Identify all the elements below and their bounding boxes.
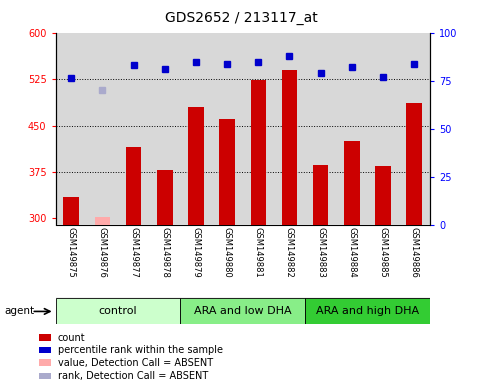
Text: GSM149885: GSM149885 xyxy=(379,227,387,278)
Bar xyxy=(219,119,235,225)
Bar xyxy=(344,141,360,225)
Text: GSM149884: GSM149884 xyxy=(347,227,356,278)
Bar xyxy=(39,347,51,353)
Bar xyxy=(63,197,79,225)
Text: GSM149879: GSM149879 xyxy=(191,227,200,278)
Text: rank, Detection Call = ABSENT: rank, Detection Call = ABSENT xyxy=(58,371,208,381)
Text: GSM149875: GSM149875 xyxy=(67,227,76,278)
Text: GSM149881: GSM149881 xyxy=(254,227,263,278)
Text: GSM149876: GSM149876 xyxy=(98,227,107,278)
Text: value, Detection Call = ABSENT: value, Detection Call = ABSENT xyxy=(58,358,213,367)
Bar xyxy=(180,298,305,324)
Text: GSM149880: GSM149880 xyxy=(223,227,232,278)
Bar xyxy=(126,147,142,225)
Bar xyxy=(39,372,51,379)
Text: count: count xyxy=(58,333,85,343)
Text: GSM149886: GSM149886 xyxy=(410,227,419,278)
Text: GSM149882: GSM149882 xyxy=(285,227,294,278)
Text: agent: agent xyxy=(5,306,35,316)
Text: GDS2652 / 213117_at: GDS2652 / 213117_at xyxy=(165,11,318,25)
Text: ARA and high DHA: ARA and high DHA xyxy=(316,306,419,316)
Bar xyxy=(188,107,204,225)
Bar xyxy=(305,298,430,324)
Text: ARA and low DHA: ARA and low DHA xyxy=(194,306,292,316)
Text: control: control xyxy=(99,306,137,316)
Bar xyxy=(407,103,422,225)
Bar xyxy=(39,334,51,341)
Bar xyxy=(251,80,266,225)
Bar xyxy=(313,165,328,225)
Bar xyxy=(39,359,51,366)
Text: GSM149877: GSM149877 xyxy=(129,227,138,278)
Text: percentile rank within the sample: percentile rank within the sample xyxy=(58,345,223,355)
Bar xyxy=(56,298,180,324)
Bar xyxy=(95,217,110,225)
Bar xyxy=(282,70,298,225)
Text: GSM149883: GSM149883 xyxy=(316,227,325,278)
Bar xyxy=(375,166,391,225)
Text: GSM149878: GSM149878 xyxy=(160,227,169,278)
Bar xyxy=(157,170,172,225)
